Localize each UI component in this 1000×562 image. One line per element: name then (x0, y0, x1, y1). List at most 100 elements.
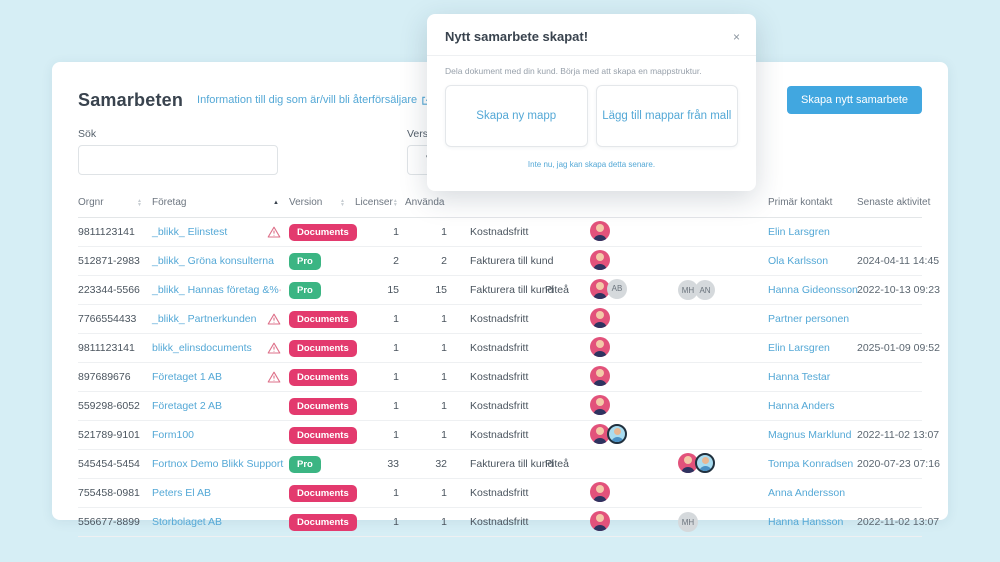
avatar-group (590, 423, 627, 444)
user-avatar[interactable] (695, 452, 715, 473)
user-avatar[interactable] (607, 423, 627, 444)
primary-contact-link[interactable]: Hanna Testar (768, 371, 831, 383)
search-label: Sök (78, 128, 97, 140)
last-activity-cell (839, 362, 922, 392)
create-collaboration-button[interactable]: Skapa nytt samarbete (786, 86, 922, 114)
user-avatar[interactable] (590, 336, 610, 357)
table-row: 521789-9101 Form100 Documents 1 1 Kostna… (78, 420, 939, 450)
licenses-cell: 1 (355, 362, 405, 392)
licenses-cell: 1 (355, 478, 405, 508)
version-badge: Documents (289, 368, 357, 386)
col-version: Version (289, 197, 323, 208)
version-badge: Documents (289, 397, 357, 415)
licenses-cell: 1 (355, 391, 405, 421)
avatar-group: MH (678, 512, 698, 532)
billing-cell: Fakturera till kund (453, 275, 553, 305)
create-folder-option[interactable]: Skapa ny mapp (445, 85, 588, 147)
user-avatar[interactable] (678, 452, 698, 473)
user-avatar-initials[interactable]: AN (695, 280, 715, 300)
used-licenses-cell: 1 (405, 391, 453, 421)
avatar-group (590, 307, 610, 328)
town-cell: Piteå (545, 275, 590, 305)
user-avatar[interactable] (590, 307, 610, 328)
col-orgnr: Orgnr (78, 197, 104, 208)
avatar-group (590, 365, 610, 386)
user-avatar[interactable] (590, 510, 610, 531)
user-avatar-initials[interactable]: AB (607, 278, 627, 299)
create-folder-option-label: Skapa ny mapp (476, 110, 557, 122)
close-icon[interactable]: × (732, 29, 740, 44)
primary-contact-link[interactable]: Hanna Anders (768, 400, 835, 412)
company-link[interactable]: _blikk_ Elinstest (152, 226, 228, 238)
company-link[interactable]: _blikk_ Partnerkunden (152, 313, 257, 325)
user-avatar-initials[interactable]: MH (678, 280, 698, 300)
modal-title: Nytt samarbete skapat! (445, 29, 589, 44)
avatar-group (590, 336, 610, 357)
company-link[interactable]: Företaget 2 AB (152, 400, 223, 412)
orgnr-cell: 559298-6052 (78, 391, 152, 421)
company-link[interactable]: Form100 (152, 429, 195, 441)
primary-contact-link[interactable]: Elin Larsgren (768, 226, 830, 238)
town-cell (545, 420, 590, 450)
collaborations-table: Orgnr Företag▲ Version Licenser Använda … (78, 191, 940, 537)
company-link[interactable]: Storbolaget AB (152, 516, 223, 528)
primary-contact-link[interactable]: Anna Andersson (768, 487, 846, 499)
company-link[interactable]: Företaget 1 AB (152, 371, 223, 383)
primary-contact-link[interactable]: Hanna Gideonsson (768, 284, 858, 296)
user-avatar-initials[interactable]: MH (678, 512, 698, 532)
col-senaste-aktivitet: Senaste aktivitet (857, 197, 931, 208)
user-avatar[interactable] (590, 220, 610, 241)
modal-header: Nytt samarbete skapat! × (427, 14, 756, 56)
sort-asc-icon[interactable]: ▲ (273, 199, 279, 206)
orgnr-cell: 897689676 (78, 362, 152, 392)
primary-contact-link[interactable]: Elin Larsgren (768, 342, 830, 354)
last-activity-cell (839, 304, 922, 334)
primary-contact-link[interactable]: Hanna Hansson (768, 516, 844, 528)
version-badge: Documents (289, 513, 357, 531)
orgnr-cell: 512871-2983 (78, 246, 152, 276)
primary-contact-link[interactable]: Partner personen (768, 313, 850, 325)
billing-cell: Kostnadsfritt (453, 420, 545, 450)
user-avatar[interactable] (590, 394, 610, 415)
add-folders-from-template-label: Lägg till mappar från mall (602, 110, 732, 122)
used-licenses-cell: 1 (405, 420, 453, 450)
company-link[interactable]: blikk_elinsdocuments (152, 342, 252, 354)
avatar-group (590, 249, 610, 270)
table-row: 545454-5454 Fortnox Demo Blikk Support P… (78, 449, 940, 479)
reseller-info-link[interactable]: Information till dig som är/vill bli åte… (197, 94, 432, 106)
company-link[interactable]: _blikk_ Gröna konsulterna (152, 255, 274, 267)
warning-icon (278, 289, 281, 291)
licenses-cell: 1 (355, 507, 405, 537)
company-link[interactable]: Fortnox Demo Blikk Support (152, 458, 284, 470)
billing-cell: Kostnadsfritt (453, 478, 545, 508)
primary-contact-link[interactable]: Ola Karlsson (768, 255, 829, 267)
user-avatar[interactable] (590, 365, 610, 386)
modal-body: Dela dokument med din kund. Börja med at… (427, 56, 756, 169)
primary-contact-link[interactable]: Tompa Konradsen (768, 458, 854, 470)
orgnr-cell: 755458-0981 (78, 478, 152, 508)
primary-contact-link[interactable]: Magnus Marklund (768, 429, 852, 441)
licenses-cell: 1 (355, 217, 405, 247)
company-link[interactable]: _blikk_ Hannas företag &% (152, 284, 279, 296)
sort-icon[interactable] (137, 199, 142, 207)
modal-dismiss-link[interactable]: Inte nu, jag kan skapa detta senare. (527, 160, 656, 169)
used-licenses-cell: 15 (405, 275, 453, 305)
sort-icon[interactable] (340, 199, 345, 207)
billing-cell: Kostnadsfritt (453, 333, 545, 363)
user-avatar[interactable] (590, 249, 610, 270)
col-primar-kontakt: Primär kontakt (768, 197, 833, 208)
user-avatar[interactable] (590, 278, 610, 299)
company-link[interactable]: Peters El AB (152, 487, 211, 499)
version-badge: Documents (289, 223, 357, 241)
search-input[interactable] (78, 145, 278, 175)
sort-icon[interactable] (393, 199, 398, 207)
last-activity-cell (839, 217, 922, 247)
add-folders-from-template-option[interactable]: Lägg till mappar från mall (595, 85, 738, 147)
avatar-group (590, 394, 610, 415)
last-activity-cell: 2022-11-02 13:07 (839, 507, 939, 537)
avatar-group: AB (590, 278, 627, 299)
last-activity-cell (839, 478, 922, 508)
user-avatar[interactable] (590, 423, 610, 444)
town-cell (545, 391, 590, 421)
user-avatar[interactable] (590, 481, 610, 502)
